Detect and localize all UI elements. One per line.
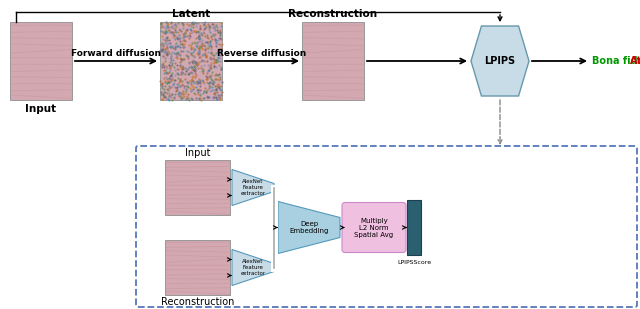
Polygon shape <box>471 26 529 96</box>
Text: LPIPSScore: LPIPSScore <box>397 260 431 265</box>
Bar <box>160 22 222 100</box>
Text: LPIPS: LPIPS <box>484 56 516 66</box>
FancyBboxPatch shape <box>342 202 406 252</box>
Text: Reconstruction: Reconstruction <box>289 9 378 19</box>
Text: Latent: Latent <box>172 9 210 19</box>
Text: Reconstruction: Reconstruction <box>161 297 234 307</box>
Bar <box>10 22 72 100</box>
Text: Input: Input <box>26 104 56 114</box>
Bar <box>165 160 230 215</box>
Bar <box>165 240 230 295</box>
FancyBboxPatch shape <box>136 146 637 307</box>
Text: Multiply
L2 Norm
Spatial Avg: Multiply L2 Norm Spatial Avg <box>355 218 394 238</box>
Polygon shape <box>232 170 274 205</box>
Text: Forward diffusion: Forward diffusion <box>71 49 161 58</box>
Text: Input: Input <box>185 148 211 158</box>
Text: AlexNet
Feature
extractor: AlexNet Feature extractor <box>241 259 266 276</box>
Text: Attack: Attack <box>630 56 640 66</box>
Bar <box>302 22 364 100</box>
Polygon shape <box>232 249 274 286</box>
Text: AlexNet
Feature
extractor: AlexNet Feature extractor <box>241 179 266 196</box>
Polygon shape <box>278 201 340 253</box>
Bar <box>407 200 421 255</box>
Text: Deep
Embedding: Deep Embedding <box>289 221 329 234</box>
Text: Reverse diffusion: Reverse diffusion <box>218 49 307 58</box>
Text: Bona fide/: Bona fide/ <box>592 56 640 66</box>
